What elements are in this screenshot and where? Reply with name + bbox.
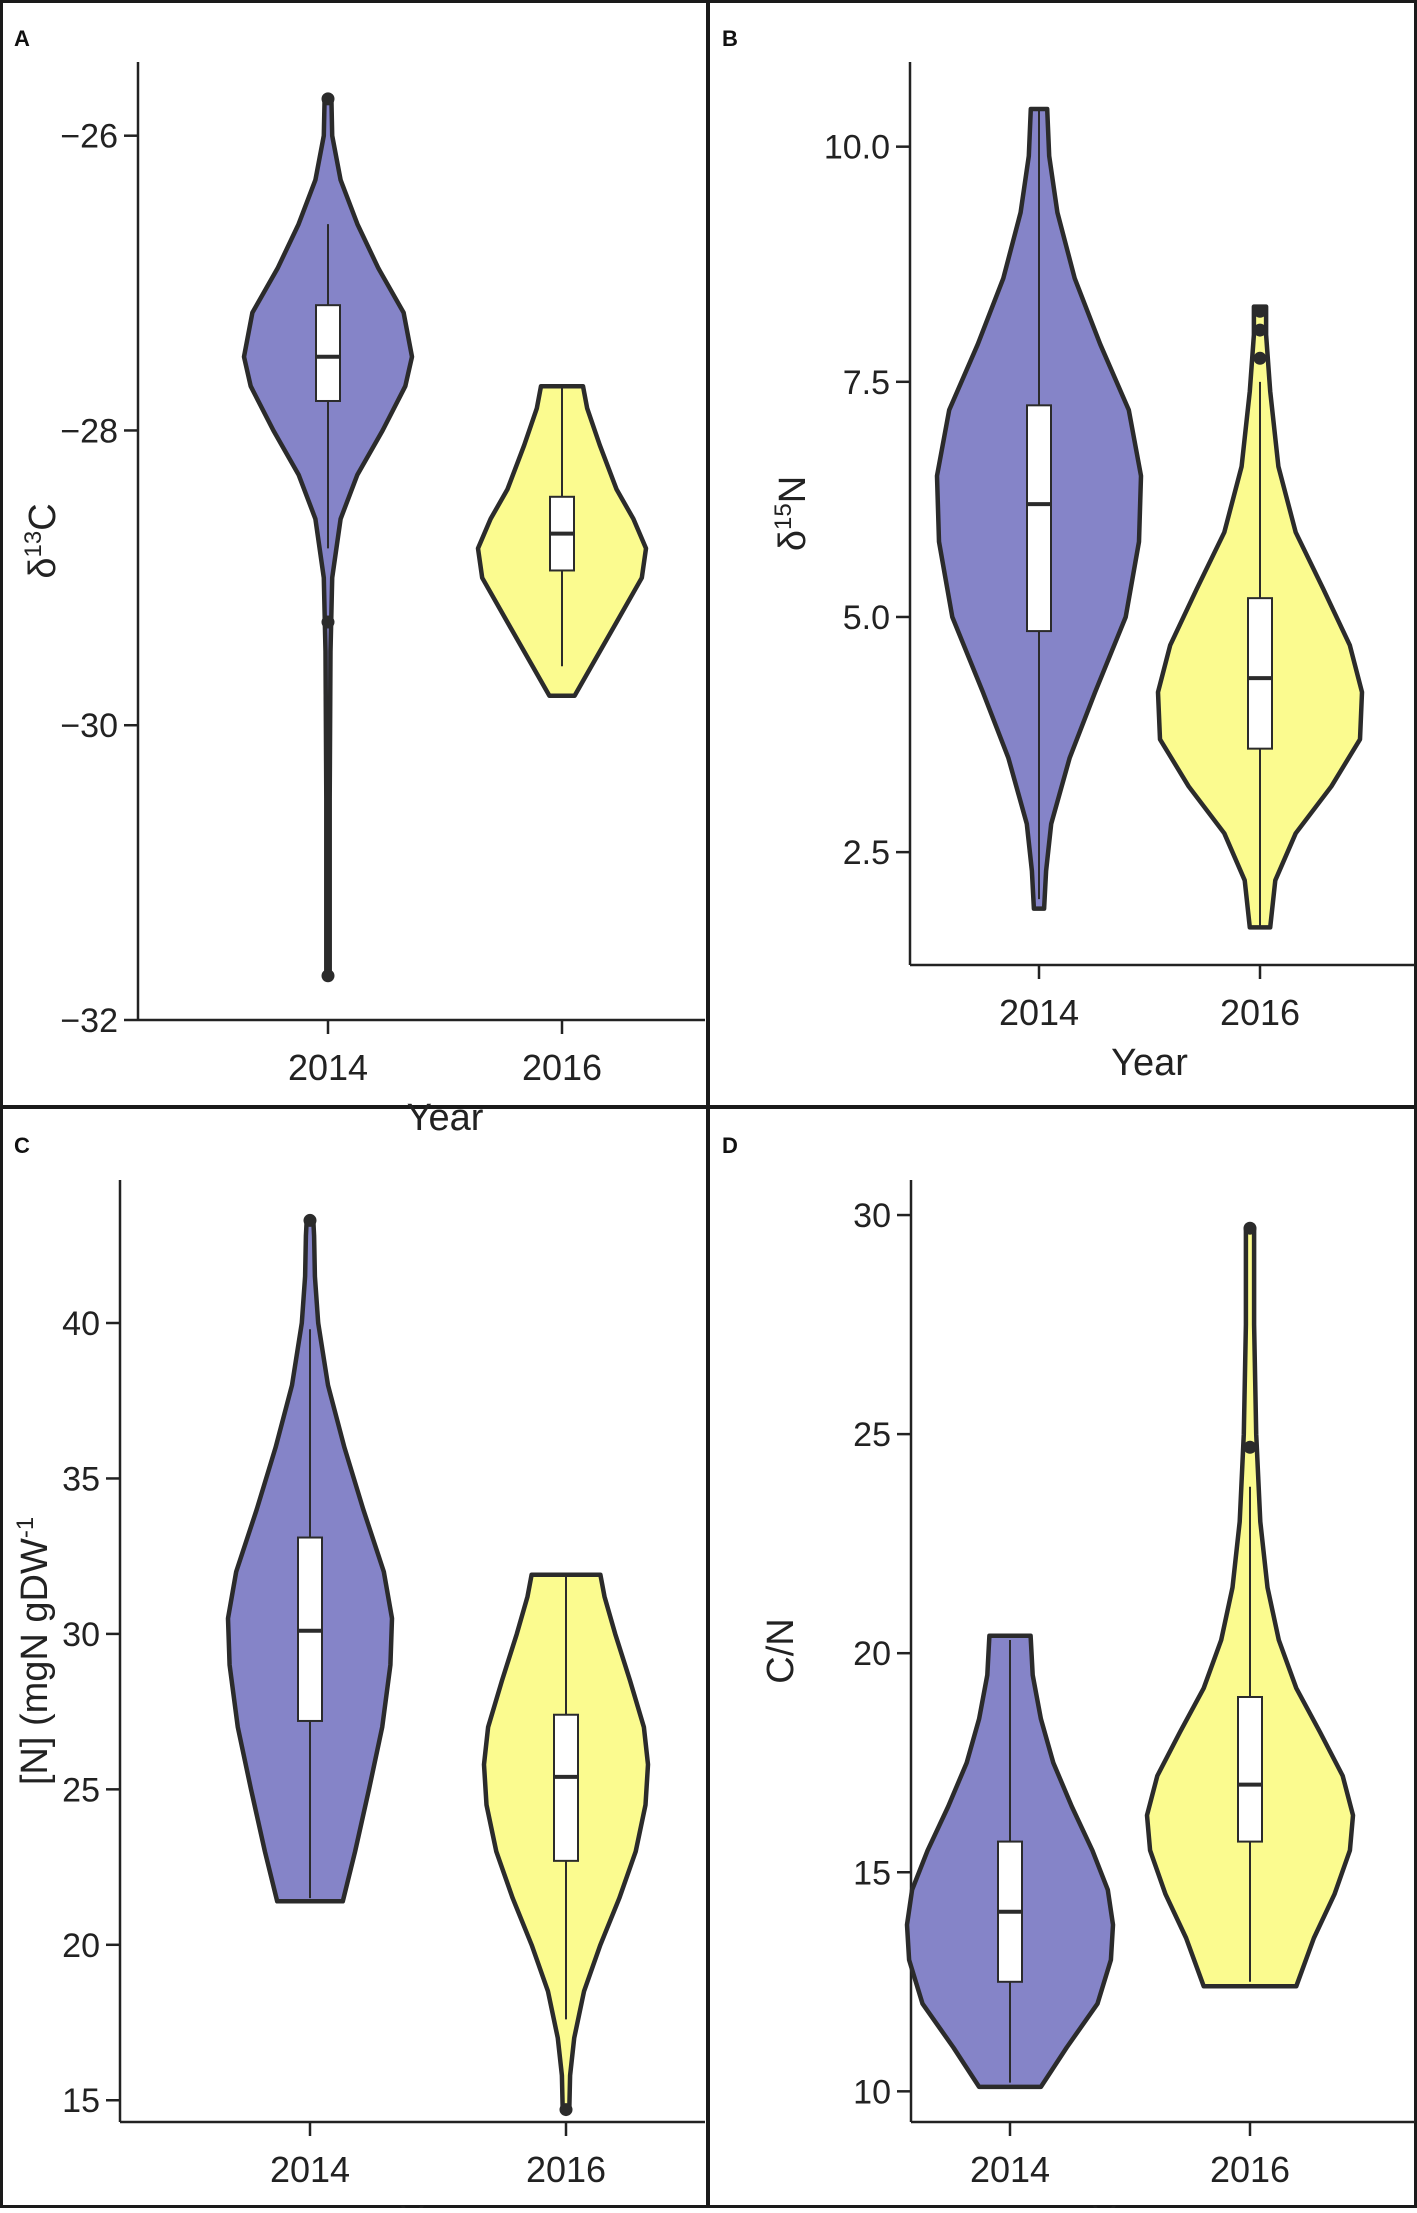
violin-2016 xyxy=(475,383,649,699)
y-tick-label: 2.5 xyxy=(843,834,890,872)
y-axis-title-tail: C xyxy=(22,503,64,530)
y-tick-label: 10 xyxy=(853,2073,891,2111)
y-axis-title: C/N xyxy=(760,1618,802,1683)
y-tick-label: 15 xyxy=(62,2082,100,2120)
y-axis-title-superscript: 13 xyxy=(20,531,47,558)
y-tick-label: 5.0 xyxy=(843,599,890,637)
outlier-point xyxy=(1253,304,1267,318)
x-tick-label: 2016 xyxy=(526,2149,606,2190)
y-tick-label: 20 xyxy=(62,1927,100,1965)
y-tick-label: 30 xyxy=(62,1616,100,1654)
y-tick-label: 10.0 xyxy=(824,129,890,167)
y-axis-title: δ13C xyxy=(20,503,64,578)
panel-a: A −26 −28 −30 −32 2014 2016 Year δ13C xyxy=(14,26,705,1139)
violin-2014 xyxy=(904,1633,1116,2090)
x-tick-label: 2016 xyxy=(1220,992,1300,1033)
y-tick-label: −26 xyxy=(60,118,118,156)
y-tick-label: −30 xyxy=(60,707,118,745)
x-tick-label: 2016 xyxy=(1210,2149,1290,2190)
outlier-point xyxy=(321,92,335,106)
y-tick-label: −32 xyxy=(60,1002,118,1040)
outlier-point xyxy=(1253,323,1267,337)
y-axis-title-superscript: -1 xyxy=(12,1517,39,1538)
iqr-box xyxy=(315,304,341,402)
panel-d: D 10 15 20 25 30 2014 2016 Year C/N xyxy=(722,1133,1415,2213)
x-axis-title: Year xyxy=(1111,1042,1188,1084)
panel-b: B 2.5 5.0 7.5 10.0 2014 2016 Year δ15N xyxy=(722,26,1415,1084)
x-tick-label: 2014 xyxy=(970,2149,1050,2190)
y-axis-title-base: δ xyxy=(772,530,814,551)
x-axis-title: Year xyxy=(1092,2199,1169,2208)
y-axis-title-base: δ xyxy=(22,558,64,579)
outlier-point xyxy=(1243,1221,1257,1235)
panel-label: D xyxy=(722,1133,738,1158)
y-axis-title-base: C/N xyxy=(760,1618,802,1683)
y-tick-label: 35 xyxy=(62,1460,100,1498)
y-tick-label: 20 xyxy=(853,1635,891,1673)
y-axis-title: δ15N xyxy=(770,476,814,551)
x-axis-title: Year xyxy=(407,1097,484,1139)
outlier-point xyxy=(559,2103,573,2117)
violin-2016 xyxy=(1155,304,1365,930)
x-tick-label: 2014 xyxy=(288,1047,368,1088)
x-tick-label: 2016 xyxy=(522,1047,602,1088)
y-axis-title: [N] (mgN gDW-1 xyxy=(12,1517,56,1785)
iqr-box xyxy=(1026,404,1052,633)
y-tick-label: 30 xyxy=(853,1197,891,1235)
violin-2014 xyxy=(934,106,1144,911)
panel-c: C 15 20 25 30 35 40 2014 2016 Year [N] (mgN gDW-1 xyxy=(12,1133,705,2213)
outlier-point xyxy=(1253,351,1267,365)
outlier-point xyxy=(321,969,335,983)
outlier-point xyxy=(321,615,335,629)
panel-label: C xyxy=(14,1133,30,1158)
x-tick-label: 2014 xyxy=(999,992,1079,1033)
iqr-box xyxy=(1247,597,1273,750)
violin-2016 xyxy=(481,1572,651,2117)
violin-2016 xyxy=(1144,1221,1356,1989)
y-tick-label: −28 xyxy=(60,412,118,450)
violin-2014 xyxy=(241,92,415,983)
y-axis-title-superscript: 15 xyxy=(770,503,797,530)
outlier-point xyxy=(1243,1440,1257,1454)
y-axis-title-base: [N] (mgN gDW xyxy=(14,1538,56,1785)
panel-label: B xyxy=(722,26,738,51)
y-tick-label: 40 xyxy=(62,1305,100,1343)
y-axis-title-tail: N xyxy=(772,476,814,503)
iqr-box xyxy=(1237,1696,1263,1843)
x-tick-label: 2014 xyxy=(270,2149,350,2190)
y-tick-label: 7.5 xyxy=(843,364,890,402)
violin-2014 xyxy=(225,1213,395,1904)
y-tick-label: 15 xyxy=(853,1854,891,1892)
outlier-point xyxy=(303,1213,317,1227)
x-axis-title: Year xyxy=(400,2199,477,2208)
panel-label: A xyxy=(14,26,30,51)
y-tick-label: 25 xyxy=(62,1771,100,1809)
iqr-box xyxy=(553,1713,579,1862)
y-tick-label: 25 xyxy=(853,1416,891,1454)
